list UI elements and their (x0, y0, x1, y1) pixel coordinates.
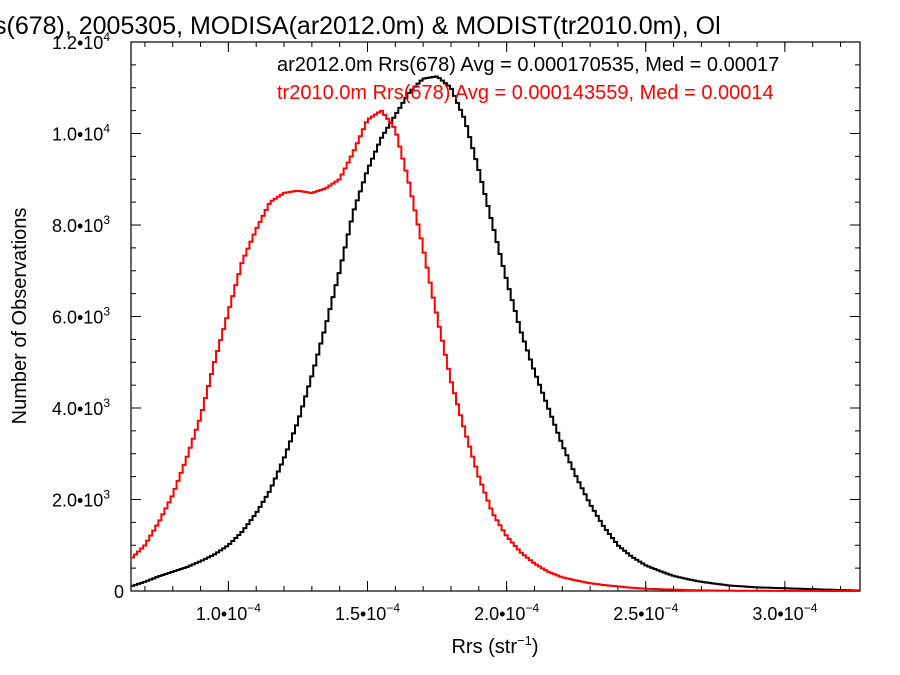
x-tick-label: 2.5•10−4 (613, 601, 678, 624)
y-tick-label: 0 (114, 582, 124, 602)
x-tick-label-base: 3.0•10 (752, 604, 803, 624)
x-tick-label-exp: −4 (525, 601, 539, 615)
x-axis-label: Rrs (str−1) (451, 633, 538, 658)
x-tick-label-exp: −4 (665, 601, 679, 615)
y-tick-label: 1.2•104 (52, 30, 110, 53)
y-tick-label-base: 1.0•10 (52, 125, 103, 145)
legend-entry-0: ar2012.0m Rrs(678) Avg = 0.000170535, Me… (277, 54, 779, 76)
x-tick-label-base: 2.0•10 (474, 604, 525, 624)
y-tick-label-exp: 3 (103, 213, 110, 227)
y-tick-label: 2.0•103 (52, 488, 110, 511)
x-tick-label: 2.0•10−4 (474, 601, 539, 624)
y-tick-label: 8.0•103 (52, 213, 110, 236)
y-tick-label-exp: 3 (103, 488, 110, 502)
y-axis-label: Number of Observations (9, 208, 31, 425)
y-tick-label-base: 0 (114, 582, 124, 602)
y-tick-label: 6.0•103 (52, 305, 110, 328)
y-tick-label-base: 2.0•10 (52, 491, 103, 511)
x-tick-label-base: 1.5•10 (335, 604, 386, 624)
y-tick-label-exp: 3 (103, 305, 110, 319)
y-tick-label-exp: 3 (103, 396, 110, 410)
y-tick-label-base: 8.0•10 (52, 216, 103, 236)
x-tick-label: 3.0•10−4 (752, 601, 817, 624)
y-tick-label-base: 4.0•10 (52, 399, 103, 419)
y-tick-label-exp: 4 (103, 30, 110, 44)
x-tick-label-exp: −4 (386, 601, 400, 615)
y-tick-label-base: 6.0•10 (52, 308, 103, 328)
chart-title: s(678), 2005305, MODISA(ar2012.0m) & MOD… (0, 12, 721, 40)
series-layer (131, 75, 860, 592)
y-tick-label: 4.0•103 (52, 396, 110, 419)
y-tick-label-base: 1.2•10 (52, 33, 103, 53)
tick-labels: 1.0•10−4 1.5•10−4 2.0•10−4 2.5•10−4 3.0•10−4… (52, 30, 818, 624)
series-1-line (131, 109, 860, 592)
x-axis-label-sup: −1 (517, 633, 532, 648)
x-tick-label-exp: −4 (804, 601, 818, 615)
x-axis-label-close: ) (532, 636, 539, 658)
plot-frame (130, 41, 861, 592)
x-tick-label-base: 1.0•10 (196, 604, 247, 624)
y-tick-label-exp: 4 (103, 122, 110, 136)
tick-marks (131, 41, 860, 592)
y-tick-label: 1.0•104 (52, 122, 110, 145)
x-axis-label-main: Rrs (str (451, 636, 517, 658)
x-tick-label-base: 2.5•10 (613, 604, 664, 624)
series-0-line (131, 75, 860, 592)
legend-entry-1: tr2010.0m Rrs(678) Avg = 0.000143559, Me… (277, 82, 774, 104)
x-tick-label-exp: −4 (247, 601, 261, 615)
x-tick-label: 1.0•10−4 (196, 601, 261, 624)
x-tick-label: 1.5•10−4 (335, 601, 400, 624)
